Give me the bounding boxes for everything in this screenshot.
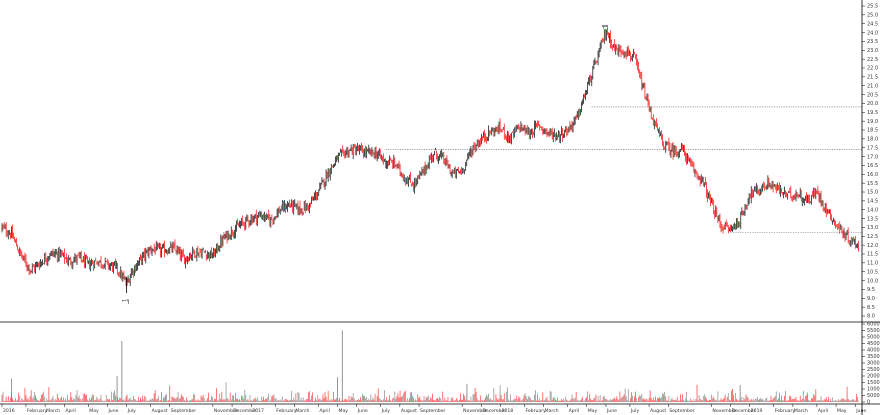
time-tick-label: June: [357, 408, 368, 414]
price-tick-label: 8.0: [867, 314, 875, 320]
time-tick-label: April: [818, 408, 829, 414]
price-tick-label: 12.0: [867, 243, 878, 249]
price-tick-label: 14.5: [867, 199, 878, 205]
time-tick-label: December: [482, 408, 506, 414]
volume-tick-label: 35000: [867, 354, 880, 360]
price-tick-label: 16.5: [867, 163, 878, 169]
price-tick-label: 13.0: [867, 225, 878, 231]
price-tick-label: 10.5: [867, 269, 878, 275]
price-tick-label: 15.0: [867, 190, 878, 196]
time-tick-label: November: [712, 408, 736, 414]
volume-tick-label: 20000: [867, 374, 880, 380]
price-tick-label: 20.0: [867, 101, 878, 107]
time-tick-label: September: [171, 408, 197, 414]
time-tick-label: May: [339, 408, 349, 414]
price-tick-label: 11.0: [867, 261, 878, 267]
time-tick-label: March: [46, 408, 60, 414]
price-panel: ⌐╕ ╤╕: [1, 23, 862, 304]
time-tick-label: May: [89, 408, 99, 414]
price-tick-label: 8.5: [867, 305, 875, 311]
price-axis: 25.5 25.0 24.5 24.0 23.5 23.0 22.5 22.0 21.5 21.0…: [862, 4, 878, 320]
volume-tick-label: 30000: [867, 361, 880, 367]
volume-tick-label: 60000: [867, 322, 880, 328]
volume-tick-label: 25000: [867, 367, 880, 373]
price-tick-label: 22.5: [867, 57, 878, 63]
time-tick-label: July: [630, 408, 640, 414]
price-tick-label: 18.0: [867, 137, 878, 143]
price-tick-label: 24.5: [867, 21, 878, 27]
price-tick-label: 25.5: [867, 4, 878, 10]
time-tick-label: August: [401, 408, 417, 414]
time-tick-label: June: [855, 408, 866, 414]
time-tick-label: November: [214, 408, 238, 414]
high-marker: ╤╕: [601, 23, 609, 30]
time-tick-label: March: [545, 408, 559, 414]
volume-tick-label: 0: [867, 400, 870, 406]
price-tick-label: 21.0: [867, 83, 878, 89]
time-tick-label: 2017: [252, 408, 264, 414]
volume-tick-label: 5000: [867, 393, 880, 399]
time-tick-label: April: [319, 408, 330, 414]
price-tick-label: 15.5: [867, 181, 878, 187]
time-tick-label: 2016: [3, 408, 15, 414]
price-tick-label: 25.0: [867, 13, 878, 19]
price-tick-label: 17.0: [867, 154, 878, 160]
time-tick-label: February: [525, 408, 546, 414]
time-tick-label: February: [276, 408, 297, 414]
volume-tick-label: 10000: [867, 387, 880, 393]
time-tick-label: April: [569, 408, 580, 414]
time-tick-label: June: [107, 408, 118, 414]
price-tick-label: 23.5: [867, 39, 878, 45]
volume-panel: [1, 330, 859, 402]
time-tick-label: November: [463, 408, 487, 414]
time-tick-label: March: [794, 408, 808, 414]
price-tick-label: 17.5: [867, 145, 878, 151]
price-tick-label: 9.5: [867, 287, 875, 293]
price-tick-label: 21.5: [867, 75, 878, 81]
time-tick-label: July: [381, 408, 391, 414]
time-tick-label: September: [420, 408, 446, 414]
price-tick-label: 16.0: [867, 172, 878, 178]
volume-tick-label: 55000: [867, 328, 880, 334]
time-tick-label: 2018: [502, 408, 514, 414]
time-tick-label: December: [732, 408, 756, 414]
price-tick-label: 12.5: [867, 234, 878, 240]
time-tick-label: February: [775, 408, 796, 414]
time-tick-label: June: [606, 408, 617, 414]
price-tick-label: 10.0: [867, 278, 878, 284]
volume-axis: 6000055000500004500040000350003000025000…: [862, 322, 880, 406]
price-tick-label: 19.0: [867, 119, 878, 125]
price-tick-label: 24.0: [867, 30, 878, 36]
time-tick-label: December: [233, 408, 257, 414]
price-tick-label: 13.5: [867, 216, 878, 222]
volume-tick-label: 45000: [867, 341, 880, 347]
time-tick-label: July: [127, 408, 137, 414]
time-tick-label: September: [669, 408, 695, 414]
price-tick-label: 11.5: [867, 252, 878, 258]
time-tick-label: May: [837, 408, 847, 414]
time-tick-label: May: [588, 408, 598, 414]
price-tick-label: 9.0: [867, 296, 875, 302]
price-tick-label: 18.5: [867, 128, 878, 134]
price-tick-label: 19.5: [867, 110, 878, 116]
time-tick-label: August: [152, 408, 168, 414]
volume-tick-label: 40000: [867, 348, 880, 354]
time-tick-label: 2019: [751, 408, 763, 414]
time-tick-label: April: [65, 408, 76, 414]
price-tick-label: 22.0: [867, 66, 878, 72]
low-marker: ⌐╕: [122, 297, 131, 304]
time-tick-label: February: [27, 408, 48, 414]
price-tick-label: 23.0: [867, 48, 878, 54]
price-tick-label: 20.5: [867, 92, 878, 98]
price-tick-label: 14.0: [867, 207, 878, 213]
time-tick-label: March: [295, 408, 309, 414]
time-tick-label: August: [650, 408, 666, 414]
volume-tick-label: 15000: [867, 380, 880, 386]
